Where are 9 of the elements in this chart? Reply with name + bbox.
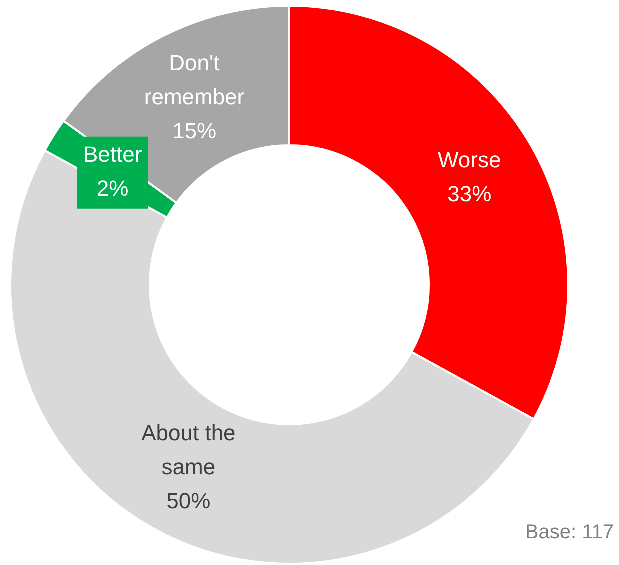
data-label: 2% [96,176,129,201]
slice-label: Don't remember [144,50,245,110]
slice-label: Worse [438,148,502,173]
data-label: 50% [166,488,211,514]
slice-label: Better [83,142,142,167]
slice-label: About the same [142,420,236,480]
data-label: 33% [448,182,492,207]
data-label: 15% [172,118,217,144]
text: Base: 117 [525,522,614,544]
